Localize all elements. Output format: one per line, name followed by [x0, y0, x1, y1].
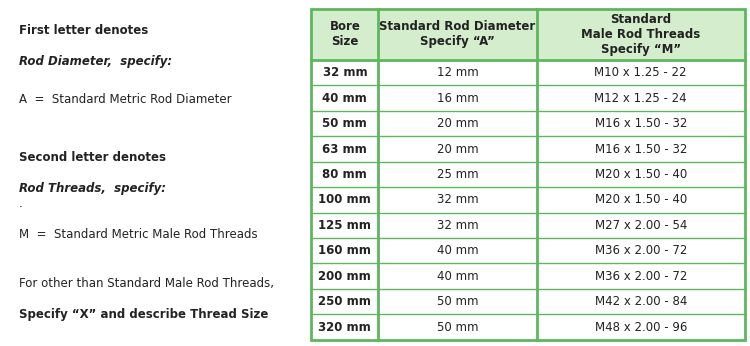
Bar [311, 9, 745, 340]
Text: Bore
Size: Bore Size [329, 20, 360, 48]
Bar [311, 187, 745, 212]
Text: Rod Threads,  specify:: Rod Threads, specify: [19, 182, 166, 195]
Text: 200 mm: 200 mm [319, 270, 371, 283]
Text: Standard Rod Diameter
Specify “A”: Standard Rod Diameter Specify “A” [380, 20, 536, 48]
Text: M10 x 1.25 - 22: M10 x 1.25 - 22 [595, 66, 687, 79]
Text: M36 x 2.00 - 72: M36 x 2.00 - 72 [595, 244, 687, 257]
Text: M12 x 1.25 - 24: M12 x 1.25 - 24 [595, 92, 687, 104]
Text: 32 mm: 32 mm [436, 193, 478, 206]
Text: Second letter denotes: Second letter denotes [19, 151, 166, 164]
Text: M27 x 2.00 - 54: M27 x 2.00 - 54 [595, 219, 687, 232]
Text: 250 mm: 250 mm [319, 295, 371, 308]
Text: 63 mm: 63 mm [322, 143, 368, 155]
Bar [311, 85, 745, 111]
Text: Standard
Male Rod Threads
Specify “M”: Standard Male Rod Threads Specify “M” [581, 13, 700, 56]
Text: Specify “X” and describe Thread Size: Specify “X” and describe Thread Size [19, 308, 268, 321]
Text: 40 mm: 40 mm [436, 270, 478, 283]
Text: For other than Standard Male Rod Threads,: For other than Standard Male Rod Threads… [19, 277, 274, 290]
Bar [311, 136, 745, 162]
Bar [311, 314, 745, 340]
Text: 20 mm: 20 mm [436, 143, 478, 155]
Text: 20 mm: 20 mm [436, 117, 478, 130]
Text: M16 x 1.50 - 32: M16 x 1.50 - 32 [595, 117, 687, 130]
Bar [311, 9, 745, 60]
Text: M42 x 2.00 - 84: M42 x 2.00 - 84 [595, 295, 687, 308]
Text: First letter denotes: First letter denotes [19, 24, 148, 37]
Text: 40 mm: 40 mm [322, 92, 368, 104]
Text: 16 mm: 16 mm [436, 92, 478, 104]
Bar [311, 238, 745, 263]
Text: M36 x 2.00 - 72: M36 x 2.00 - 72 [595, 270, 687, 283]
Text: 100 mm: 100 mm [319, 193, 371, 206]
Text: 80 mm: 80 mm [322, 168, 368, 181]
Text: 160 mm: 160 mm [319, 244, 371, 257]
Text: 32 mm: 32 mm [436, 219, 478, 232]
Text: 320 mm: 320 mm [319, 320, 371, 334]
Bar [311, 162, 745, 187]
Text: 50 mm: 50 mm [436, 320, 478, 334]
Bar [311, 263, 745, 289]
Text: M20 x 1.50 - 40: M20 x 1.50 - 40 [595, 168, 687, 181]
Text: M48 x 2.00 - 96: M48 x 2.00 - 96 [595, 320, 687, 334]
Text: Rod Diameter,  specify:: Rod Diameter, specify: [19, 55, 172, 69]
Text: M20 x 1.50 - 40: M20 x 1.50 - 40 [595, 193, 687, 206]
Text: M  =  Standard Metric Male Rod Threads: M = Standard Metric Male Rod Threads [19, 228, 257, 242]
Text: M16 x 1.50 - 32: M16 x 1.50 - 32 [595, 143, 687, 155]
Text: 25 mm: 25 mm [436, 168, 478, 181]
Bar [311, 111, 745, 136]
Text: 12 mm: 12 mm [436, 66, 478, 79]
Bar [311, 60, 745, 85]
Text: 125 mm: 125 mm [319, 219, 371, 232]
Text: 50 mm: 50 mm [436, 295, 478, 308]
Bar [311, 212, 745, 238]
Bar [311, 289, 745, 314]
Text: 32 mm: 32 mm [322, 66, 368, 79]
Text: .: . [19, 197, 22, 210]
Text: 40 mm: 40 mm [436, 244, 478, 257]
Text: 50 mm: 50 mm [322, 117, 368, 130]
Text: A  =  Standard Metric Rod Diameter: A = Standard Metric Rod Diameter [19, 93, 231, 107]
